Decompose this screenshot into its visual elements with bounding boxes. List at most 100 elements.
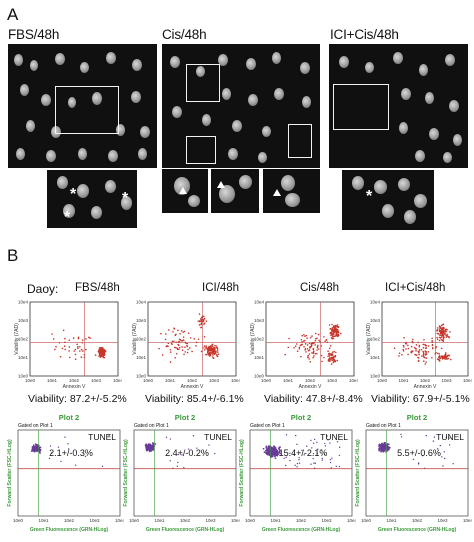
x-tick-label: 10e2 [64, 518, 75, 523]
x-tick-label: 10e2 [187, 378, 198, 383]
scatter-point [323, 453, 326, 455]
scatter-point [310, 463, 312, 465]
scatter-point [383, 445, 386, 448]
scatter-point [59, 355, 62, 358]
scatter-point [431, 343, 434, 346]
scatter-point [337, 330, 339, 332]
scatter-point [276, 452, 279, 455]
scatter-point [88, 336, 90, 339]
scatter-point [35, 448, 38, 451]
scatter-point [177, 343, 179, 346]
scatter-point [400, 436, 403, 438]
y-axis-label: Forward Scatter (FSC-HLog) [355, 439, 361, 507]
scatter-point [177, 461, 179, 464]
scatter-point [207, 349, 209, 352]
scatter-point [49, 445, 52, 447]
y-tick-label: 10e3 [136, 318, 147, 323]
scatter-point [308, 358, 311, 360]
scatter-point [149, 448, 152, 451]
inset-fbs: * * * [47, 170, 137, 228]
scatter-point [338, 438, 340, 441]
x-axis-label: Green Fluorescence (GRN-HLog) [30, 527, 109, 533]
scatter-point [181, 346, 183, 348]
scatter-point [189, 347, 191, 349]
scatter-point [329, 458, 332, 461]
scatter-point [283, 457, 285, 459]
scatter-point [405, 348, 407, 350]
scatter-point [293, 347, 295, 349]
scatter-point [304, 349, 306, 351]
y-tick-label: 10e4 [370, 300, 381, 305]
scatter-point [403, 336, 405, 339]
scatter-point [444, 352, 447, 354]
scatter-point [444, 331, 447, 333]
scatter-point [298, 348, 301, 350]
scatter-point [209, 354, 212, 357]
x-tick-label: 10e0 [143, 378, 154, 383]
plot-frame [265, 301, 355, 377]
scatter-point [440, 331, 443, 333]
scatter-point [200, 320, 202, 323]
inset-ici-cis: * [342, 170, 434, 230]
scatter-point [321, 360, 323, 363]
scatter-point [285, 434, 288, 436]
scatter-point [147, 443, 150, 446]
scatter-point [424, 343, 426, 346]
scatter-point [64, 348, 66, 351]
scatter-point [198, 320, 201, 322]
scatter-point [442, 327, 445, 329]
y-axis-label: Forward Scatter (FSC-HLog) [239, 439, 245, 507]
scatter-point [307, 354, 309, 357]
scatter-point [383, 448, 386, 451]
scatter-point [205, 320, 208, 322]
scatter-point [422, 454, 424, 457]
y-axis-label: Forward Scatter (FSC-HLog) [123, 439, 129, 507]
scatter-point [442, 336, 444, 339]
scatter-point [418, 344, 421, 347]
x-tick-label: 10e1 [270, 518, 281, 523]
scatter-point [175, 333, 177, 336]
scatter-point [216, 355, 219, 358]
x-tick-label: 10e4 [463, 378, 472, 383]
scatter-point [301, 343, 303, 346]
scatter-point [169, 438, 172, 440]
scatter-point [424, 363, 427, 365]
scatter-point [306, 348, 309, 350]
scatter-point [316, 349, 318, 351]
y-tick-label: 10e2 [136, 337, 147, 342]
scatter-point [401, 353, 403, 356]
scatter-point [273, 449, 276, 452]
scatter-point [417, 357, 420, 359]
arrowhead-marker [217, 181, 225, 188]
gated-label: Gated on Plot 1 [18, 423, 53, 429]
scatter-point [294, 345, 297, 347]
scatter-point [211, 345, 214, 348]
scatter-point [187, 332, 190, 335]
scatter-point [214, 344, 216, 347]
scatter-point [311, 352, 313, 354]
scatter-point [210, 344, 213, 346]
scatter-point [32, 449, 34, 452]
y-tick-label: 10e0 [254, 374, 265, 379]
x-tick-label: 10e2 [69, 378, 80, 383]
scatter-point [60, 460, 62, 463]
scatter-point [268, 450, 270, 453]
scatter-point [273, 446, 276, 448]
scatter-point [175, 346, 177, 349]
scatter-point [438, 327, 441, 329]
scatter-point [203, 345, 206, 347]
scatter-point [407, 344, 409, 347]
scatter-point [425, 361, 427, 363]
scatter-point [154, 443, 157, 445]
scatter-point [169, 361, 172, 363]
x-tick-label: 10e1 [165, 378, 176, 383]
scatter-point [304, 335, 306, 337]
scatter-point [442, 329, 445, 332]
x-tick-label: 10e4 [349, 378, 358, 383]
scatter-point [449, 331, 451, 333]
scatter-point [440, 339, 443, 341]
scatter-point [51, 333, 53, 335]
scatter-point [336, 324, 339, 326]
